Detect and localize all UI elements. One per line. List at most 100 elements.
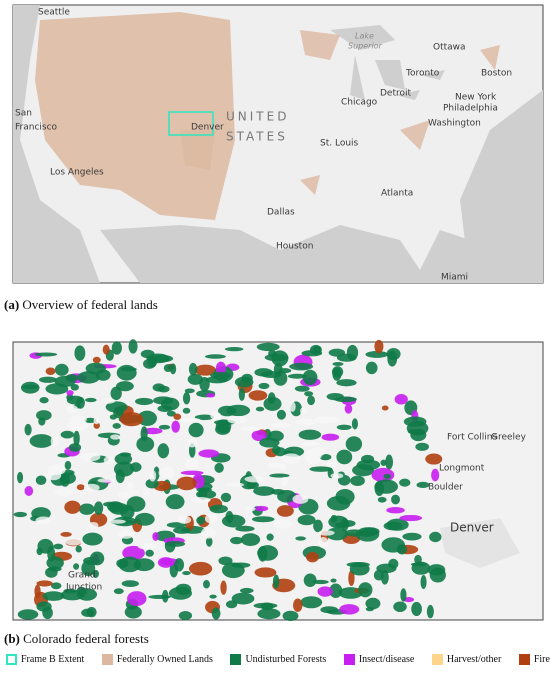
legend-label: Fire — [533, 654, 550, 665]
forest-patch — [188, 422, 204, 438]
legend-item: Insect/disease — [343, 654, 414, 665]
forest-patch — [336, 424, 352, 430]
forest-patch — [157, 405, 173, 412]
forest-patch — [84, 397, 97, 403]
snow-patch — [244, 475, 265, 483]
forest-patch — [92, 356, 101, 364]
forest-patch — [426, 604, 434, 619]
forest-patch — [336, 379, 357, 387]
forest-patch — [77, 371, 100, 384]
forest-patch — [54, 363, 69, 376]
snow-patch — [102, 397, 116, 404]
forest-patch — [386, 347, 401, 361]
forest-patch — [391, 494, 401, 505]
forest-patch — [39, 376, 57, 383]
forest-patch — [287, 373, 307, 379]
snow-patch — [325, 461, 338, 468]
snow-patch — [67, 419, 89, 431]
forest-patch — [107, 501, 124, 513]
forest-patch — [374, 479, 399, 494]
forest-patch — [135, 397, 154, 406]
forest-patch — [251, 516, 275, 523]
forest-patch — [300, 596, 323, 609]
forest-patch — [194, 364, 217, 376]
forest-patch — [399, 514, 423, 522]
forest-patch — [388, 558, 399, 569]
forest-patch — [365, 361, 378, 375]
forest-patch — [174, 558, 185, 572]
city-label: Grand — [68, 571, 96, 581]
forest-patch — [415, 442, 429, 451]
forest-patch — [188, 362, 198, 376]
snow-patch — [142, 489, 151, 497]
legend-item: Frame B Extent — [6, 654, 84, 665]
forest-patch — [220, 492, 232, 503]
forest-patch — [234, 376, 254, 388]
forest-patch — [297, 514, 316, 526]
forest-patch — [145, 549, 154, 557]
forest-patch — [115, 381, 134, 392]
forest-patch — [218, 556, 233, 566]
forest-patch — [17, 609, 39, 620]
forest-patch — [235, 525, 255, 532]
forest-patch — [294, 385, 310, 392]
urban-area — [440, 518, 520, 568]
forest-patch — [152, 532, 159, 541]
forest-patch — [24, 486, 34, 496]
forest-patch — [214, 462, 224, 473]
forest-patch — [45, 383, 69, 395]
city-label: Toronto — [405, 69, 440, 79]
forest-patch — [102, 344, 110, 355]
forest-patch — [199, 376, 210, 392]
forest-patch — [122, 545, 145, 561]
forest-patch — [393, 601, 407, 612]
forest-patch — [175, 583, 192, 596]
caption-label: (a) — [4, 297, 20, 312]
forest-patch — [157, 385, 170, 393]
forest-patch — [263, 396, 282, 411]
forest-patch — [142, 427, 163, 435]
snow-patch — [186, 437, 198, 448]
forest-patch — [116, 558, 129, 569]
snow-patch — [158, 467, 175, 479]
forest-patch — [134, 512, 155, 526]
snow-patch — [318, 530, 335, 536]
forest-patch — [50, 582, 62, 590]
snow-patch — [118, 530, 134, 539]
forest-patch — [400, 588, 407, 602]
forest-patch — [380, 459, 387, 466]
forest-patch — [329, 583, 343, 598]
city-label: Denver — [191, 123, 224, 133]
forest-patch — [53, 543, 64, 550]
forest-patch — [361, 454, 375, 464]
snow-patch — [295, 418, 317, 426]
forest-patch — [307, 395, 316, 406]
forest-patch — [257, 545, 279, 561]
snow-patch — [177, 515, 192, 524]
forest-patch — [113, 588, 124, 595]
forest-patch — [105, 401, 128, 413]
city-label: Seattle — [38, 8, 70, 18]
forest-patch — [35, 475, 47, 486]
forest-patch — [351, 418, 358, 430]
forest-patch — [344, 404, 353, 414]
forest-patch — [295, 536, 306, 541]
forest-patch — [276, 505, 294, 517]
forest-patch — [166, 410, 176, 417]
snow-patch — [281, 453, 301, 464]
forest-patch — [34, 352, 58, 357]
forest-patch — [420, 575, 427, 590]
city-label: Greeley — [491, 433, 527, 443]
forest-patch — [240, 533, 261, 547]
forest-patch — [309, 466, 333, 472]
city-label: Denver — [450, 521, 494, 535]
snow-patch — [148, 469, 157, 482]
forest-patch — [176, 476, 197, 491]
forest-patch — [399, 478, 411, 487]
forest-patch — [64, 460, 72, 471]
forest-patch — [196, 516, 206, 525]
forest-patch — [220, 580, 227, 595]
forest-patch — [127, 591, 147, 607]
